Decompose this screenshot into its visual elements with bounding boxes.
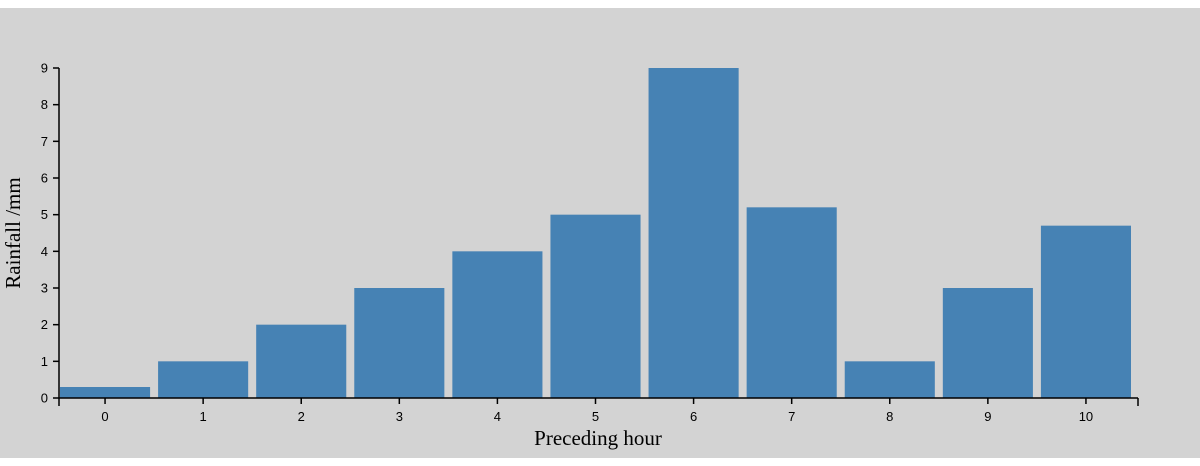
x-tick-label-10: 10 (1079, 409, 1093, 424)
bar-2 (256, 324, 347, 398)
y-tick-label-3: 3 (41, 281, 48, 296)
y-tick-label-4: 4 (41, 244, 48, 259)
x-tick-label-6: 6 (690, 409, 697, 424)
bar-8 (844, 361, 935, 398)
x-tick-label-4: 4 (494, 409, 501, 424)
bar-4 (452, 251, 543, 398)
y-tick-label-1: 1 (41, 354, 48, 369)
x-tick-label-0: 0 (101, 409, 108, 424)
x-tick-label-9: 9 (984, 409, 991, 424)
y-tick-label-9: 9 (41, 61, 48, 76)
x-axis: 0 1 2 3 4 5 6 7 8 9 10 (58, 397, 1139, 424)
x-tick-label-7: 7 (788, 409, 795, 424)
bar-5 (550, 214, 641, 398)
x-tick-label-8: 8 (886, 409, 893, 424)
y-tick-label-5: 5 (41, 207, 48, 222)
y-axis: 0 1 2 3 4 5 6 7 8 9 (41, 61, 60, 406)
bar-3 (354, 288, 445, 398)
y-tick-label-0: 0 (41, 391, 48, 406)
bar-0 (60, 387, 151, 398)
x-axis-title: Preceding hour (534, 426, 662, 450)
y-axis-title: Rainfall /mm (1, 177, 25, 288)
bar-1 (158, 361, 249, 398)
x-tick-label-5: 5 (592, 409, 599, 424)
bar-9 (942, 288, 1033, 398)
x-tick-label-1: 1 (200, 409, 207, 424)
y-tick-label-8: 8 (41, 97, 48, 112)
bars-group (60, 68, 1131, 398)
y-tick-label-2: 2 (41, 317, 48, 332)
chart-panel: 0 1 2 3 4 5 6 7 8 9 0 1 2 3 4 5 6 7 8 9 10 Preceding hour R… (0, 8, 1200, 458)
bar-6 (648, 68, 739, 398)
y-tick-label-7: 7 (41, 134, 48, 149)
x-tick-label-2: 2 (298, 409, 305, 424)
y-tick-label-6: 6 (41, 171, 48, 186)
bar-10 (1040, 225, 1131, 398)
rainfall-bar-chart: 0 1 2 3 4 5 6 7 8 9 0 1 2 3 4 5 6 7 8 9 10 Preceding hour R… (1, 61, 1139, 450)
x-tick-label-3: 3 (396, 409, 403, 424)
bar-7 (746, 207, 837, 398)
